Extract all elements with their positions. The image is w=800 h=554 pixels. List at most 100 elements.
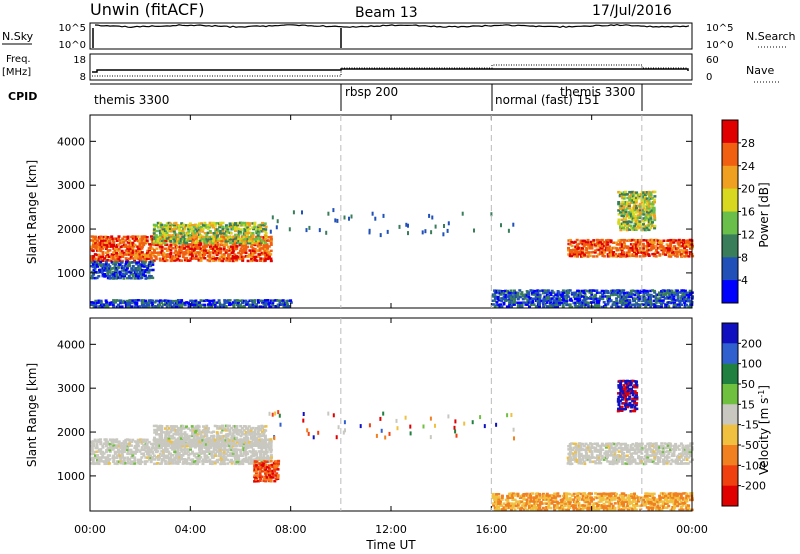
heatmap-cell [151, 305, 155, 308]
heatmap-cell [686, 243, 690, 246]
heatmap-cell [646, 206, 650, 210]
heatmap-cell [649, 214, 653, 218]
heatmap-cell [232, 454, 235, 458]
heatmap-cell [249, 429, 253, 432]
heatmap-cell [654, 301, 658, 305]
heatmap-cell [508, 303, 512, 306]
heatmap-cell [240, 251, 244, 254]
heatmap-cell [218, 439, 222, 442]
heatmap-cell [624, 217, 628, 220]
heatmap-cell [235, 239, 239, 243]
heatmap-cell [195, 226, 199, 229]
heatmap-cell [577, 289, 581, 293]
heatmap-cell [246, 460, 250, 464]
heatmap-cell [644, 191, 648, 194]
heatmap-cell [144, 237, 148, 241]
heatmap-cell [196, 444, 200, 448]
heatmap-cell [97, 275, 101, 278]
heatmap-cell [196, 432, 200, 436]
heatmap-cell [185, 242, 189, 245]
heatmap-cell [115, 460, 119, 463]
heatmap-cell [269, 249, 273, 253]
heatmap-cell [199, 456, 203, 459]
heatmap-cell [379, 233, 382, 238]
heatmap-cell [179, 303, 183, 306]
heatmap-cell [583, 295, 587, 299]
heatmap-cell [529, 303, 533, 307]
heatmap-cell [661, 299, 665, 302]
heatmap-cell [244, 247, 248, 250]
heatmap-cell [514, 291, 518, 294]
heatmap-cell [92, 268, 96, 272]
heatmap-cell [131, 235, 135, 238]
heatmap-cell [527, 301, 531, 304]
heatmap-cell [203, 299, 207, 303]
heatmap-cell [97, 259, 101, 263]
heatmap-cell [182, 235, 186, 239]
heatmap-cell [188, 223, 192, 227]
heatmap-cell [653, 226, 657, 230]
heatmap-cell [622, 228, 626, 231]
heatmap-cell [504, 289, 507, 293]
heatmap-cell [124, 263, 128, 266]
heatmap-cell [662, 239, 666, 242]
heatmap-cell [226, 462, 230, 465]
heatmap-cell [594, 303, 597, 306]
heatmap-cell [159, 225, 163, 229]
heatmap-cell [545, 508, 549, 511]
heatmap-cell [672, 241, 676, 244]
heatmap-cell [111, 262, 115, 266]
heatmap-cell [240, 440, 244, 444]
heatmap-cell [625, 246, 629, 250]
heatmap-cell [533, 297, 537, 300]
heatmap-cell [277, 462, 280, 465]
heatmap-cell [115, 444, 119, 447]
heatmap-cell [568, 305, 572, 308]
heatmap-cell [93, 245, 97, 249]
heatmap-cell [590, 500, 594, 503]
heatmap-cell [201, 237, 205, 241]
heatmap-cell [101, 247, 105, 250]
heatmap-cell [262, 247, 266, 250]
heatmap-cell [253, 443, 257, 446]
heatmap-cell [99, 243, 103, 246]
heatmap-cell [212, 299, 216, 302]
heatmap-cell [137, 274, 141, 278]
heatmap-cell [208, 462, 212, 465]
heatmap-cell [176, 251, 180, 254]
heatmap-cell [590, 301, 594, 304]
heatmap-cell [251, 238, 255, 241]
heatmap-cell [206, 259, 210, 262]
heatmap-cell [631, 190, 635, 194]
heatmap-cell [255, 235, 259, 239]
heatmap-cell [149, 460, 153, 464]
heatmap-cell [225, 243, 229, 247]
heatmap-cell [649, 295, 653, 299]
heatmap-cell [145, 253, 149, 256]
heatmap-cell [622, 214, 626, 218]
heatmap-cell [92, 456, 96, 460]
heatmap-cell [691, 254, 695, 258]
heatmap-cell [198, 446, 202, 450]
heatmap-cell [647, 222, 651, 225]
heatmap-cell [625, 253, 629, 256]
heatmap-cell [636, 303, 640, 306]
heatmap-cell [538, 293, 542, 297]
heatmap-cell [136, 299, 140, 302]
heatmap-cell [626, 291, 630, 294]
heatmap-cell [263, 234, 267, 237]
heatmap-cell [587, 253, 591, 256]
heatmap-cell [133, 301, 137, 304]
heatmap-cell [115, 277, 119, 280]
heatmap-cell [97, 257, 101, 260]
heatmap-cell [241, 301, 244, 305]
heatmap-cell [210, 305, 214, 309]
heatmap-cell [110, 301, 114, 304]
heatmap-cell [569, 297, 573, 301]
heatmap-cell [618, 291, 622, 294]
heatmap-cell [143, 235, 147, 238]
heatmap-cell [676, 241, 680, 244]
heatmap-cell [633, 201, 636, 204]
heatmap-cell [107, 460, 110, 463]
heatmap-cell [173, 223, 176, 227]
